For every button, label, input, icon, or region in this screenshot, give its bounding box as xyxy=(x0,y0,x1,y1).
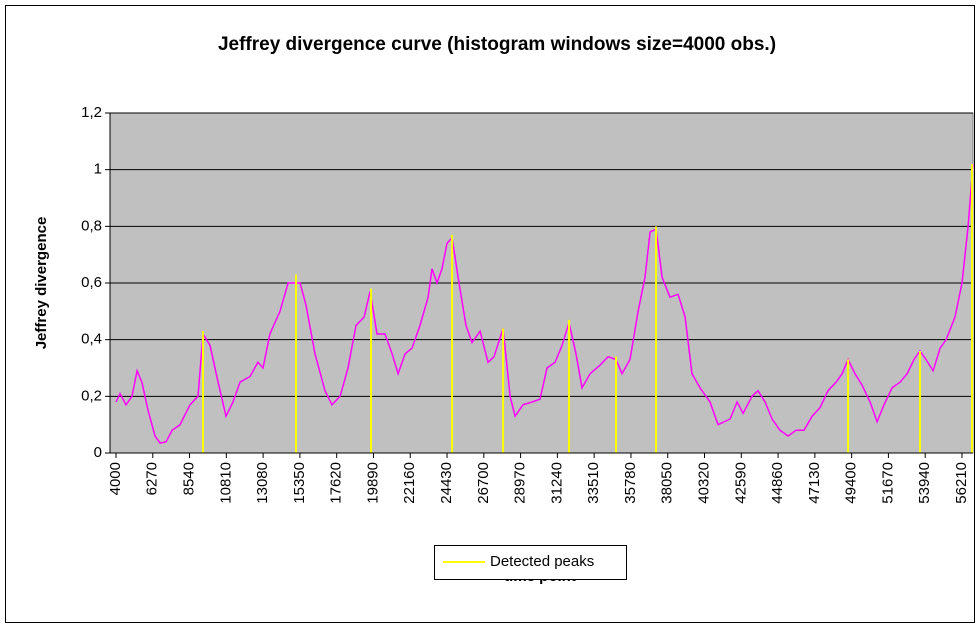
y-tick-label: 1 xyxy=(94,161,102,178)
y-tick-label: 0,4 xyxy=(81,331,102,348)
x-tick-label: 38050 xyxy=(659,462,676,504)
x-tick-label: 28970 xyxy=(512,462,529,504)
x-tick-label: 4000 xyxy=(107,462,124,495)
y-tick-label: 0,8 xyxy=(81,217,102,234)
y-tick-label: 0,2 xyxy=(81,387,102,404)
y-tick-label: 0,6 xyxy=(81,274,102,291)
x-tick-label: 53940 xyxy=(916,462,933,504)
x-tick-label: 33510 xyxy=(585,462,602,504)
x-tick-label: 56210 xyxy=(953,462,970,504)
y-tick-label: 1,2 xyxy=(81,104,102,121)
x-tick-label: 6270 xyxy=(144,462,161,495)
x-tick-label: 8540 xyxy=(181,462,198,495)
x-tick-label: 10810 xyxy=(217,462,234,504)
x-tick-label: 51670 xyxy=(879,462,896,504)
x-tick-label: 17620 xyxy=(328,462,345,504)
legend-label: Detected peaks xyxy=(490,553,594,570)
x-tick-label: 15350 xyxy=(291,462,308,504)
x-tick-label: 42590 xyxy=(732,462,749,504)
y-tick-label: 0 xyxy=(94,444,102,461)
x-tick-label: 35780 xyxy=(622,462,639,504)
x-tick-label: 13080 xyxy=(254,462,271,504)
divergence-line xyxy=(115,163,974,444)
x-tick-label: 24430 xyxy=(438,462,455,504)
x-tick-label: 47130 xyxy=(806,462,823,504)
x-tick-label: 49400 xyxy=(843,462,860,504)
x-tick-label: 26700 xyxy=(475,462,492,504)
y-axis-label: Jeffrey divergence xyxy=(33,217,50,350)
x-tick-label: 40320 xyxy=(695,462,712,504)
legend xyxy=(434,545,627,580)
chart-title: Jeffrey divergence curve (histogram wind… xyxy=(218,34,776,55)
x-tick-label: 22160 xyxy=(401,462,418,504)
x-tick-label: 31240 xyxy=(548,462,565,504)
x-tick-label: 19890 xyxy=(364,462,381,504)
x-tick-label: 44860 xyxy=(769,462,786,504)
